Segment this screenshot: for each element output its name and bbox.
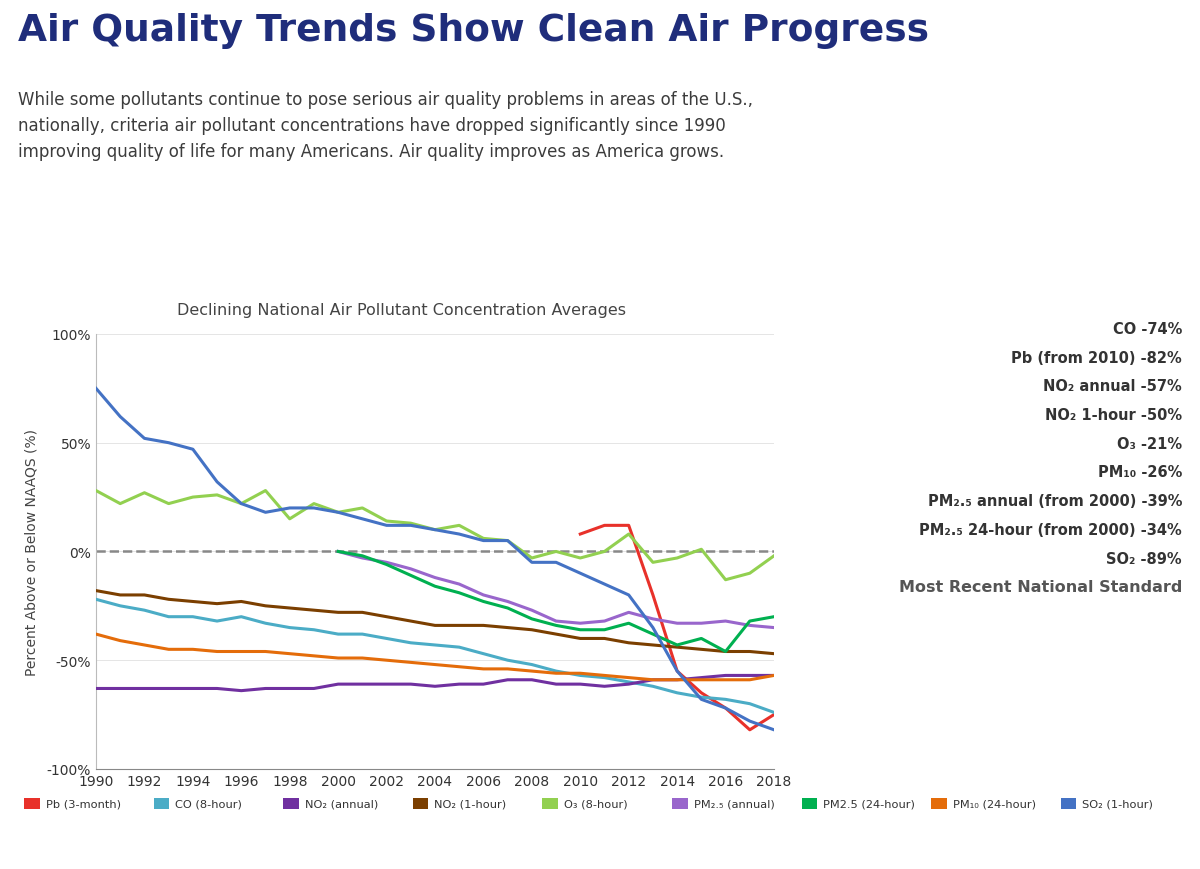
Text: SO₂ -89%: SO₂ -89%: [1106, 551, 1182, 566]
Text: CO -74%: CO -74%: [1112, 322, 1182, 336]
Text: O₃ -21%: O₃ -21%: [1117, 436, 1182, 451]
Text: PM₂.₅ (annual): PM₂.₅ (annual): [694, 799, 774, 809]
Text: Air Quality Trends Show Clean Air Progress: Air Quality Trends Show Clean Air Progre…: [18, 13, 929, 49]
Text: PM₁₀ (24-hour): PM₁₀ (24-hour): [953, 799, 1036, 809]
Text: SO₂ (1-hour): SO₂ (1-hour): [1082, 799, 1153, 809]
Text: PM₂.₅ 24-hour (from 2000) -34%: PM₂.₅ 24-hour (from 2000) -34%: [919, 522, 1182, 537]
Y-axis label: Percent Above or Below NAAQS (%): Percent Above or Below NAAQS (%): [24, 428, 38, 675]
Text: PM₂.₅ annual (from 2000) -39%: PM₂.₅ annual (from 2000) -39%: [928, 494, 1182, 508]
Text: Pb (3-month): Pb (3-month): [46, 799, 120, 809]
Text: While some pollutants continue to pose serious air quality problems in areas of : While some pollutants continue to pose s…: [18, 91, 754, 161]
Text: Pb (from 2010) -82%: Pb (from 2010) -82%: [1012, 350, 1182, 365]
Text: CO (8-hour): CO (8-hour): [175, 799, 242, 809]
Text: Declining National Air Pollutant Concentration Averages: Declining National Air Pollutant Concent…: [176, 302, 625, 317]
Text: NO₂ (annual): NO₂ (annual): [305, 799, 378, 809]
Text: O₃ (8-hour): O₃ (8-hour): [564, 799, 628, 809]
Text: PM₁₀ -26%: PM₁₀ -26%: [1098, 465, 1182, 480]
Text: NO₂ (1-hour): NO₂ (1-hour): [434, 799, 506, 809]
Text: NO₂ 1-hour -50%: NO₂ 1-hour -50%: [1045, 408, 1182, 422]
Text: PM2.5 (24-hour): PM2.5 (24-hour): [823, 799, 916, 809]
Text: Most Recent National Standard: Most Recent National Standard: [899, 580, 1182, 594]
Text: NO₂ annual -57%: NO₂ annual -57%: [1043, 379, 1182, 394]
